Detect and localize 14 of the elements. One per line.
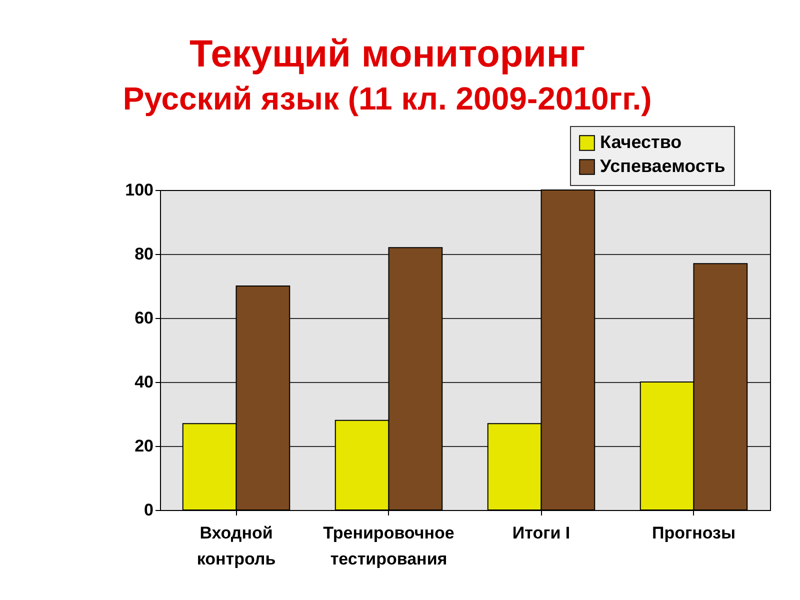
x-tick-label: Итоги I: [512, 524, 570, 542]
x-tick-label: Тренировочное тестирования: [323, 524, 454, 568]
y-tick-label: 0: [144, 500, 154, 520]
x-tick-label: Прогнозы: [652, 524, 736, 542]
y-tick-label: 20: [134, 436, 154, 456]
chart-title: Текущий мониторинг: [189, 34, 586, 76]
legend-label: Качество: [600, 132, 682, 152]
x-tick-label: Входной контроль: [196, 524, 276, 568]
y-tick-label: 60: [134, 308, 154, 328]
y-tick-label: 80: [134, 244, 154, 264]
y-tick-label: 100: [125, 180, 154, 200]
y-tick-label: 40: [134, 372, 154, 392]
legend-label: Успеваемость: [600, 156, 726, 176]
chart-subtitle: Русский язык (11 кл. 2009-2010гг.): [122, 80, 652, 116]
